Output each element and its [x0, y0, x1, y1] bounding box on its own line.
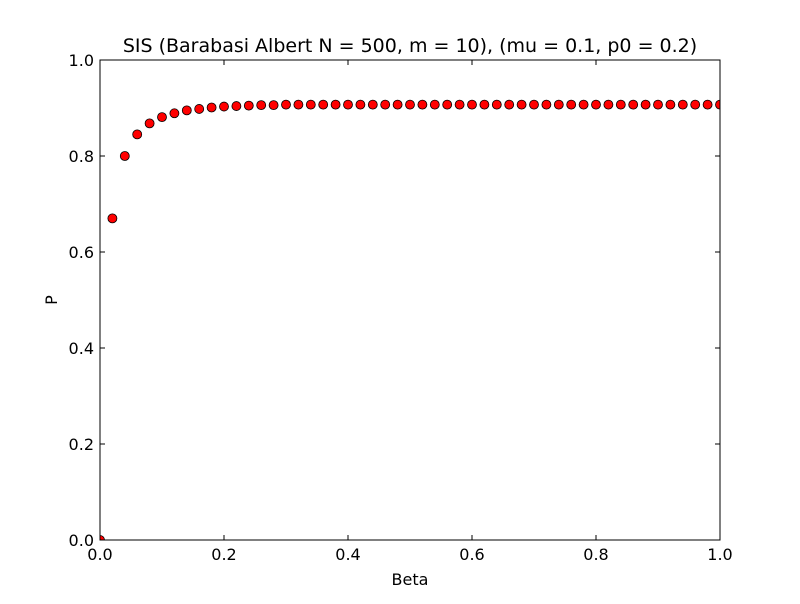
data-point [243, 100, 254, 111]
data-point [665, 99, 676, 110]
x-tick-label: 0.2 [211, 545, 236, 564]
data-point [194, 104, 205, 114]
data-point [318, 99, 329, 110]
data-point [442, 99, 453, 110]
data-point [231, 101, 242, 111]
points-layer [100, 99, 720, 540]
y-tick-label: 1.0 [69, 51, 94, 70]
plot-border [99, 59, 721, 541]
data-point [615, 99, 626, 110]
y-tick-label: 0.4 [69, 339, 94, 358]
x-tick-label: 0.4 [335, 545, 360, 564]
data-point [591, 99, 601, 110]
data-point [206, 102, 217, 113]
data-point [330, 99, 341, 110]
x-tick-label: 0.0 [87, 545, 112, 564]
data-point [715, 99, 720, 110]
data-point [603, 99, 614, 110]
x-tick-label: 0.6 [459, 545, 484, 564]
data-point [516, 99, 527, 110]
data-point [367, 99, 378, 110]
plot-frame [100, 60, 720, 540]
y-tick-label: 0.0 [69, 531, 94, 550]
data-point [219, 101, 229, 112]
data-point [653, 99, 663, 110]
data-point [566, 99, 577, 110]
y-axis-label: P [42, 295, 61, 305]
data-point [169, 108, 180, 119]
data-point [690, 99, 701, 110]
data-point [119, 151, 130, 161]
data-point [181, 105, 192, 116]
data-point [529, 99, 539, 110]
x-tick-label: 1.0 [707, 545, 732, 564]
data-point [281, 99, 291, 110]
data-point [157, 112, 167, 123]
data-point [479, 99, 490, 110]
data-point [553, 99, 564, 110]
data-point [541, 99, 552, 110]
data-point [305, 99, 316, 110]
x-tick-label: 0.8 [583, 545, 608, 564]
y-tick-label: 0.8 [69, 147, 94, 166]
data-point [293, 99, 304, 110]
y-tick-label: 0.2 [69, 435, 94, 454]
data-point [132, 129, 143, 140]
data-point [677, 99, 688, 110]
data-point [702, 99, 713, 110]
data-point [100, 535, 105, 540]
data-point [144, 118, 155, 129]
x-axis-label: Beta [392, 570, 429, 589]
data-point [429, 99, 440, 110]
data-point [355, 99, 366, 110]
data-point [417, 99, 428, 110]
data-point [392, 99, 403, 110]
data-point [578, 99, 589, 110]
data-point [491, 99, 502, 110]
data-point [107, 213, 118, 224]
data-point [268, 100, 279, 111]
data-point [467, 99, 477, 110]
data-point [628, 99, 639, 110]
chart-title: SIS (Barabasi Albert N = 500, m = 10), (… [123, 35, 697, 57]
data-point [504, 99, 515, 110]
data-point [454, 99, 465, 110]
data-point [380, 99, 391, 110]
data-point [405, 99, 415, 110]
y-tick-label: 0.6 [69, 243, 94, 262]
data-point [256, 100, 267, 111]
data-point [640, 99, 651, 110]
data-point [343, 99, 353, 110]
